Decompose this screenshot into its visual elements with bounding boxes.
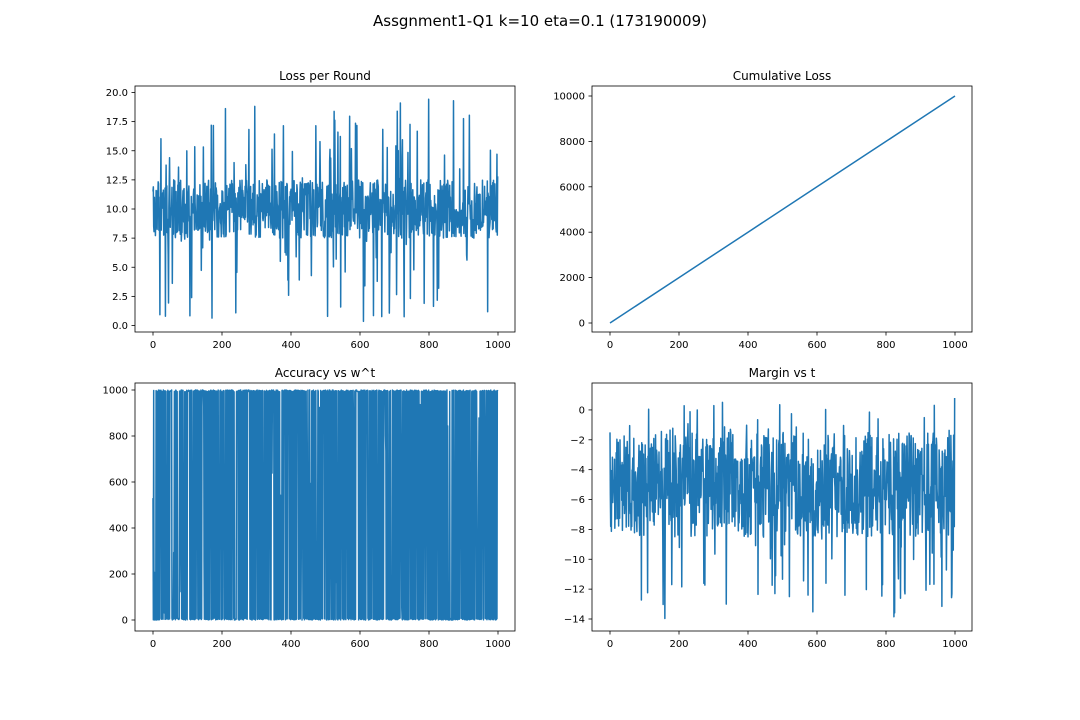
- y-tick-label: −10: [564, 555, 585, 566]
- x-tick-label: 200: [669, 340, 688, 351]
- y-tick-label: 0: [579, 405, 585, 416]
- y-tick-label: −4: [570, 465, 585, 476]
- x-tick-label: 800: [419, 340, 438, 351]
- y-tick-label: 2000: [560, 273, 585, 284]
- series-line-1: [152, 98, 499, 323]
- x-tick-label: 800: [876, 340, 895, 351]
- x-tick-label: 400: [281, 340, 300, 351]
- y-tick-label: −8: [570, 525, 585, 536]
- y-tick-label: 5.0: [112, 263, 128, 274]
- y-tick-label: 8000: [560, 137, 585, 148]
- subplot-3: Accuracy vs w^t 0 200 400 600 800 1000 0 200 400 6…: [103, 366, 516, 650]
- y-tick-label: −6: [570, 495, 585, 506]
- x-tick-label: 800: [419, 639, 438, 650]
- y-tick-label: −2: [570, 435, 585, 446]
- axes-frame: [591, 382, 973, 632]
- x-tick-label: 1000: [485, 639, 510, 650]
- x-tick-label: 0: [150, 639, 156, 650]
- x-tick-label: 0: [607, 340, 613, 351]
- y-tick-label: 12.5: [106, 175, 128, 186]
- axes-frame: [134, 382, 516, 632]
- x-tick-label: 200: [669, 639, 688, 650]
- x-tick-label: 800: [876, 639, 895, 650]
- subplot-title: Accuracy vs w^t: [275, 366, 376, 380]
- x-tick-label: 600: [350, 340, 369, 351]
- y-tick-label: −12: [564, 585, 585, 596]
- axes-frame: [591, 85, 973, 333]
- y-tick-label: 0.0: [112, 321, 128, 332]
- y-tick-label: 15.0: [106, 146, 128, 157]
- x-tick-label: 200: [212, 340, 231, 351]
- x-tick-label: 400: [281, 639, 300, 650]
- series-line-1: [152, 389, 499, 621]
- subplot-4: Margin vs t 0 200 400 600 800 1000 −14 −12 −10 −8 −…: [564, 366, 973, 650]
- subplot-title: Loss per Round: [279, 69, 371, 83]
- x-tick-label: 1000: [942, 639, 967, 650]
- y-tick-label: 4000: [560, 228, 585, 239]
- y-tick-label: 0: [579, 319, 585, 330]
- x-tick-label: 600: [807, 639, 826, 650]
- y-tick-label: 400: [109, 524, 128, 535]
- y-tick-label: 2.5: [112, 292, 128, 303]
- y-tick-label: 200: [109, 570, 128, 581]
- y-tick-label: 1000: [103, 386, 128, 397]
- y-tick-label: 20.0: [106, 88, 128, 99]
- y-tick-label: 600: [109, 478, 128, 489]
- series-line-1: [609, 397, 956, 620]
- y-tick-label: −14: [564, 615, 585, 626]
- y-tick-label: 0: [122, 616, 128, 627]
- y-tick-label: 6000: [560, 182, 585, 193]
- subplot-grid: Loss per Round 0 200 400 600 800 1000 0.0 2.5 5.0…: [103, 69, 973, 650]
- x-tick-label: 400: [738, 340, 757, 351]
- y-tick-label: 800: [109, 432, 128, 443]
- x-tick-label: 600: [807, 340, 826, 351]
- y-tick-label: 17.5: [106, 117, 128, 128]
- subplot-title: Margin vs t: [749, 366, 816, 380]
- figure-suptitle: Assgnment1-Q1 k=10 eta=0.1 (173190009): [373, 12, 707, 30]
- y-tick-label: 10000: [553, 92, 585, 103]
- x-tick-label: 1000: [942, 340, 967, 351]
- x-tick-label: 1000: [485, 340, 510, 351]
- x-tick-label: 400: [738, 639, 757, 650]
- x-tick-label: 600: [350, 639, 369, 650]
- x-tick-label: 0: [150, 340, 156, 351]
- y-tick-label: 10.0: [106, 205, 128, 216]
- subplot-1: Loss per Round 0 200 400 600 800 1000 0.0 2.5 5.0…: [106, 69, 516, 351]
- x-tick-label: 200: [212, 639, 231, 650]
- subplot-title: Cumulative Loss: [733, 69, 832, 83]
- series-line-1: [609, 95, 956, 324]
- x-tick-label: 0: [607, 639, 613, 650]
- y-tick-label: 7.5: [112, 234, 128, 245]
